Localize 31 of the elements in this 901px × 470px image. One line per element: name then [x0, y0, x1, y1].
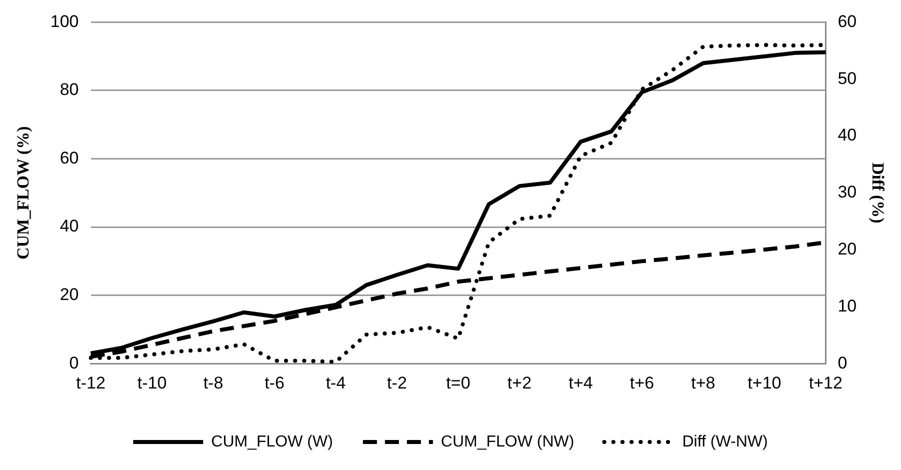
x-tick-label: t-8	[203, 373, 224, 392]
y2-tick-label: 0	[838, 353, 848, 372]
y2-tick-label: 50	[838, 68, 857, 88]
x-tick-label: t-6	[264, 373, 284, 392]
legend-label: Diff (W-NW)	[682, 433, 768, 450]
x-tick-label: t+10	[748, 373, 782, 392]
x-tick-label: t-2	[387, 373, 407, 392]
x-tick-label: t+4	[568, 373, 593, 392]
y-tick-label: 80	[60, 80, 79, 100]
x-tick-label: t+6	[630, 373, 654, 392]
x-tick-label: t+12	[808, 373, 842, 392]
x-tick-label: t-4	[326, 373, 346, 392]
y-tick-label: 60	[60, 148, 79, 168]
x-tick-label: t+8	[691, 373, 716, 392]
y2-tick-label: 30	[838, 182, 857, 202]
x-tick-label: t=0	[446, 373, 470, 392]
x-tick-label: t+2	[507, 373, 532, 392]
y-tick-label: 100	[50, 12, 79, 31]
y2-tick-label: 60	[838, 12, 857, 31]
x-tick-label: t-12	[76, 373, 106, 392]
x-tick-label: t-10	[137, 373, 167, 392]
y2-tick-label: 40	[838, 126, 857, 145]
y-axis-title: CUM_FLOW (%)	[14, 126, 33, 260]
y-tick-label: 40	[60, 216, 79, 236]
legend-label: CUM_FLOW (NW)	[440, 433, 574, 450]
y-tick-label: 0	[69, 353, 79, 372]
y2-tick-label: 10	[838, 296, 857, 316]
y2-axis-title: Diff (%)	[868, 162, 888, 224]
legend-label: CUM_FLOW (W)	[211, 433, 333, 450]
y2-tick-label: 20	[838, 239, 857, 258]
y-tick-label: 20	[60, 285, 79, 304]
